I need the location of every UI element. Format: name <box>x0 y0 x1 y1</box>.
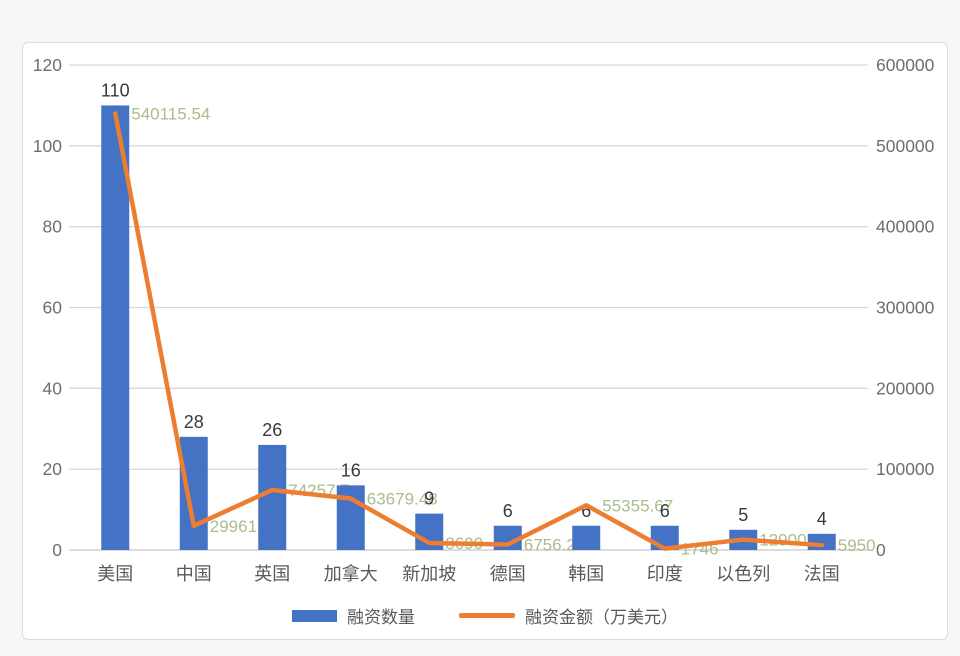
left-axis-tick: 100 <box>33 136 62 156</box>
bar <box>101 105 130 550</box>
bar-value-label: 6 <box>660 501 670 521</box>
legend: 融资数量 融资金额（万美元） <box>23 603 947 628</box>
left-axis-tick: 60 <box>43 298 63 318</box>
line-value-label: 6756.2 <box>524 536 576 555</box>
bar <box>179 436 208 550</box>
bar-value-label: 5 <box>738 505 748 525</box>
bars <box>101 105 836 550</box>
right-axis-tick: 600000 <box>876 55 935 75</box>
line-series-swatch <box>459 613 515 618</box>
category-label: 德国 <box>490 564 526 584</box>
bar <box>336 485 365 550</box>
category-label: 中国 <box>176 564 212 584</box>
left-axis-tick: 40 <box>43 378 63 398</box>
category-label: 美国 <box>97 564 133 584</box>
bar-value-label: 9 <box>424 489 434 509</box>
line-value-label: 540115.54 <box>131 104 210 123</box>
bar-value-label: 6 <box>581 501 591 521</box>
category-label: 加拿大 <box>324 563 378 584</box>
axis-ticks: 0 0 20 100000 40 200000 60 300000 80 400000 100 500… <box>33 55 935 560</box>
line-value-label: 55355.67 <box>602 496 673 515</box>
bar <box>807 533 836 550</box>
right-axis-tick: 300000 <box>876 298 935 318</box>
legend-item-line-series: 融资金额（万美元） <box>459 603 678 628</box>
combo-chart: 0 0 20 100000 40 200000 60 300000 80 400000 100 500… <box>33 55 935 584</box>
category-label: 英国 <box>254 564 290 584</box>
line-series-label: 融资金额（万美元） <box>525 608 678 627</box>
legend-item-bar-series: 融资数量 <box>292 603 415 628</box>
left-axis-tick: 80 <box>43 217 63 237</box>
bar-value-label: 16 <box>341 460 361 480</box>
bar-value-label: 6 <box>503 501 513 521</box>
bar-value-label: 4 <box>817 509 827 529</box>
line-value-label: 5950 <box>838 536 876 555</box>
right-axis-tick: 100000 <box>876 459 935 479</box>
financing-amount-line <box>113 111 824 551</box>
category-label: 韩国 <box>568 564 604 584</box>
category-label: 法国 <box>804 564 840 584</box>
left-axis-tick: 120 <box>33 55 62 75</box>
right-axis-tick: 500000 <box>876 136 935 156</box>
bar <box>572 525 601 550</box>
bar-value-labels: 110 28 26 16 9 6 6 6 5 4 <box>101 80 827 528</box>
bar-value-label: 110 <box>101 80 130 100</box>
bar-value-label: 28 <box>184 412 204 432</box>
line-value-label: 63679.48 <box>367 490 438 509</box>
category-label: 印度 <box>647 564 683 584</box>
bar-series-swatch <box>292 609 337 622</box>
right-axis-tick: 0 <box>876 540 886 560</box>
bar <box>258 444 287 550</box>
category-labels: 美国 中国 英国 加拿大 新加坡 德国 韩国 印度 以色列 法国 <box>97 563 840 584</box>
category-label: 以色列 <box>716 564 770 584</box>
right-axis-tick: 400000 <box>876 217 935 237</box>
category-label: 新加坡 <box>402 564 456 584</box>
right-axis-tick: 200000 <box>876 378 935 398</box>
bar-value-label: 26 <box>262 420 282 440</box>
bar-series-label: 融资数量 <box>347 608 415 627</box>
chart-area: 0 0 20 100000 40 200000 60 300000 80 400000 100 500… <box>22 42 948 640</box>
left-axis-tick: 0 <box>52 540 62 560</box>
left-axis-tick: 20 <box>43 459 63 479</box>
